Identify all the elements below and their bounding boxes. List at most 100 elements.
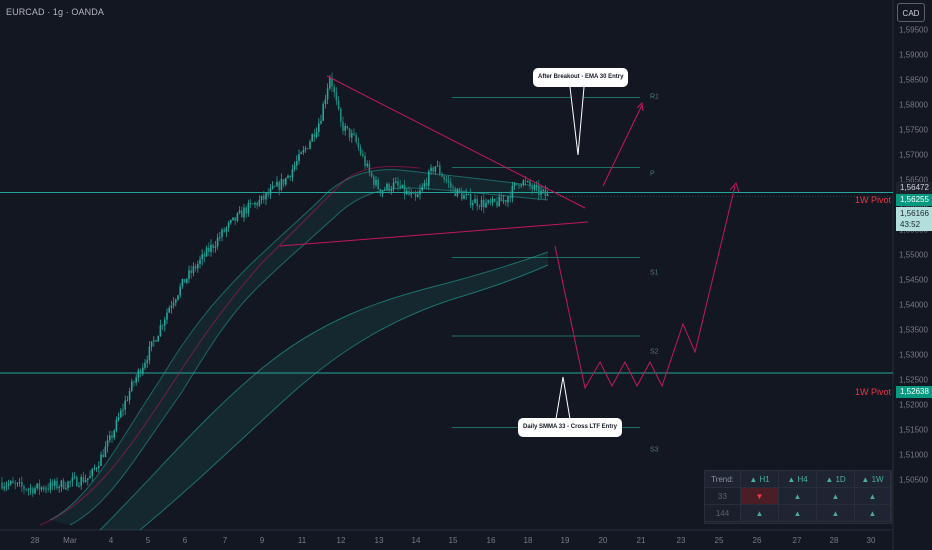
price-tick-label: 1,58000: [899, 100, 928, 110]
candle-body: [135, 377, 137, 383]
candle-body: [91, 468, 93, 476]
pivot-top-label: 1W Pivot: [854, 195, 891, 205]
candle-body: [144, 362, 146, 368]
ema-ribbon-fill: [50, 169, 548, 525]
candle-body: [337, 100, 340, 109]
candle-body: [133, 381, 135, 383]
candle-body: [69, 481, 71, 483]
candle-body: [535, 185, 538, 187]
candle-body: [509, 196, 511, 199]
candle-body: [100, 454, 102, 466]
candle-body: [524, 180, 527, 182]
currency-button[interactable]: CAD: [897, 3, 925, 22]
time-tick-label: 28: [30, 536, 40, 545]
time-tick-label: 4: [108, 536, 114, 545]
candle-body: [49, 482, 52, 490]
candle-body: [56, 480, 58, 489]
pivot-s1-label: S1: [650, 269, 659, 277]
candle-body: [111, 435, 113, 438]
price-tick-label: 1,55000: [899, 250, 928, 260]
trend-cell-up-icon: ▲: [817, 505, 855, 522]
candle-body: [452, 187, 454, 189]
candle-body: [67, 481, 69, 489]
candle-body: [29, 488, 32, 490]
candle-body: [309, 141, 311, 149]
candle-body: [76, 476, 78, 487]
trend-header-h1: ▲ H1: [741, 471, 779, 488]
candle-body: [445, 179, 448, 181]
trend-cell-up-icon: ▲: [855, 505, 891, 522]
time-tick-label: 13: [374, 536, 384, 545]
pivot-r2-label: R2: [649, 0, 658, 2]
wma-line: [39, 165, 421, 526]
trend-cell-up-icon: ▲: [855, 488, 891, 505]
candle-body: [223, 229, 225, 232]
candle-body: [335, 92, 338, 101]
candle-body: [529, 181, 531, 187]
trend-row-label: 33: [705, 488, 741, 505]
price-badge-high: 1,56472: [896, 182, 932, 194]
callout-bottom-pointer: [555, 376, 571, 420]
time-tick-label: 14: [411, 536, 421, 545]
candle-body: [179, 286, 181, 296]
candle-body: [436, 165, 439, 167]
candle-body: [38, 483, 41, 490]
candle-body: [513, 183, 516, 186]
candle-body: [502, 200, 505, 202]
candle-body: [300, 152, 302, 154]
candle-body: [126, 399, 129, 401]
price-tick-label: 1,54000: [899, 300, 928, 310]
time-tick-label: 23: [676, 536, 686, 545]
candle-body: [403, 184, 406, 194]
candle-body: [177, 295, 179, 300]
candle-body: [370, 172, 373, 177]
candle-body: [344, 126, 346, 131]
candle-body: [47, 488, 49, 490]
callout-daily-smma[interactable]: Daily SMMA 33 - Cross LTF Entry: [518, 418, 623, 437]
bid-price: 1,56166: [900, 209, 929, 218]
callout-top-pointer: [569, 86, 585, 156]
candle-body: [10, 481, 12, 484]
candle-body: [117, 417, 120, 420]
candle-body: [454, 188, 456, 197]
candle-body: [282, 179, 285, 185]
candle-body: [518, 184, 520, 186]
candle-body: [1, 482, 3, 489]
candle-body: [304, 148, 307, 150]
candle-body: [421, 186, 423, 191]
candle-body: [16, 482, 19, 484]
time-tick-label: 21: [636, 536, 646, 545]
time-tick-label: 19: [560, 536, 570, 545]
candle-body: [21, 482, 23, 487]
price-tick-label: 1,52500: [899, 375, 928, 385]
candle-body: [89, 475, 91, 479]
price-tick-label: 1,56500: [899, 175, 928, 185]
bar-countdown: 43:52: [900, 220, 921, 229]
price-badge-bid: 1,56166 43:52: [896, 207, 932, 231]
candle-body: [373, 176, 375, 185]
time-tick-label: 7: [222, 536, 228, 545]
candle-body: [104, 446, 107, 458]
candle-body: [161, 325, 164, 327]
candle-body: [249, 202, 252, 204]
candle-body: [139, 370, 142, 375]
callout-after-breakout[interactable]: After Breakout - EMA 30 Entry: [533, 68, 629, 87]
candle-body: [507, 196, 509, 203]
candle-body: [505, 200, 507, 203]
time-tick-label: 6: [182, 536, 188, 545]
symbol-title: EURCAD · 1g · OANDA: [6, 7, 104, 17]
candle-body: [186, 278, 188, 283]
candle-body: [322, 104, 324, 121]
candle-body: [311, 134, 313, 142]
candle-body: [146, 360, 148, 363]
candle-body: [254, 202, 256, 205]
candle-body: [27, 489, 30, 491]
candle-body: [238, 210, 241, 214]
trend-header-label: Trend:: [705, 471, 741, 488]
trend-cell-up-icon: ▲: [817, 488, 855, 505]
time-tick-label: 25: [714, 536, 724, 545]
candle-body: [214, 246, 217, 248]
candle-body: [355, 134, 357, 143]
candle-body: [241, 210, 243, 218]
